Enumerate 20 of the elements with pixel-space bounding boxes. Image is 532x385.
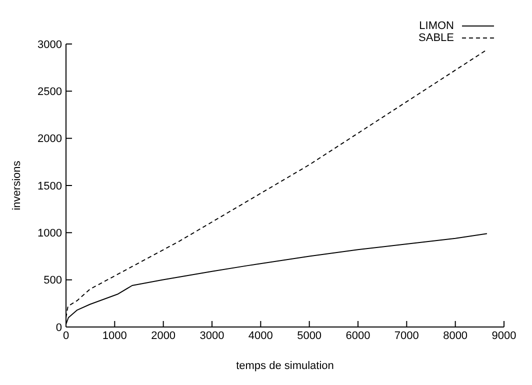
y-tick-label: 500 [44, 274, 62, 287]
x-tick-label: 1000 [102, 330, 127, 342]
x-tick-label: 3000 [200, 330, 224, 342]
x-axis-title: temps de simulation [236, 360, 334, 372]
y-tick-label: 1000 [38, 228, 62, 240]
y-tick-label: 2500 [38, 86, 62, 98]
x-tick-label: 7000 [394, 330, 419, 342]
x-tick-label: 9000 [492, 330, 516, 342]
x-tick-label: 5000 [297, 330, 322, 342]
y-tick-label: 3000 [38, 38, 62, 51]
y-tick-label: 1500 [38, 180, 62, 192]
legend-label: LIMON [419, 20, 454, 32]
legend-label: SABLE [418, 32, 454, 44]
x-tick-label: 2000 [151, 330, 176, 342]
x-tick-label: 4000 [248, 330, 273, 342]
y-tick-label: 0 [56, 322, 62, 334]
x-tick-label: 8000 [443, 330, 468, 342]
x-tick-label: 6000 [346, 330, 370, 342]
y-tick-label: 2000 [38, 133, 62, 146]
y-axis-title: inversions [10, 160, 23, 210]
